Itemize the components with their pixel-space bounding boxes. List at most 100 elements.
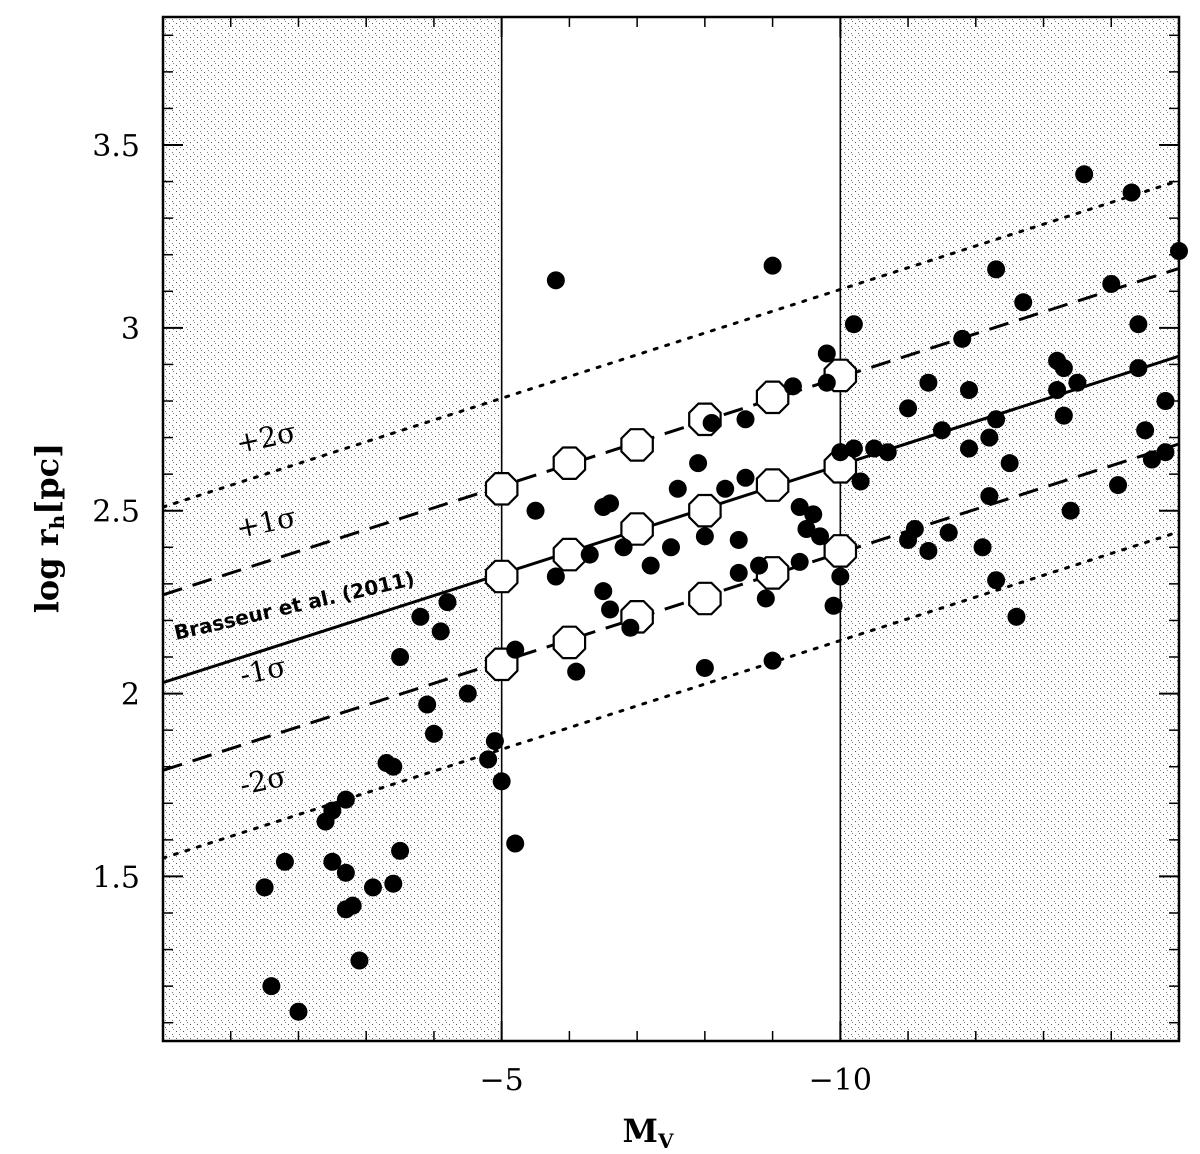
shaded-region-1 bbox=[163, 17, 502, 1041]
data-point-69 bbox=[844, 315, 863, 334]
data-point-7 bbox=[323, 852, 342, 871]
data-point-86 bbox=[987, 410, 1006, 429]
minus-2sigma-line bbox=[163, 530, 1179, 860]
data-point-18 bbox=[391, 648, 410, 666]
data-point-85 bbox=[980, 487, 999, 506]
open-circle-11 bbox=[755, 468, 790, 502]
data-point-13 bbox=[363, 878, 382, 897]
data-point-49 bbox=[729, 530, 748, 549]
data-point-84 bbox=[980, 428, 999, 447]
data-point-45 bbox=[695, 527, 714, 546]
data-point-71 bbox=[865, 439, 884, 458]
data-point-81 bbox=[960, 439, 979, 458]
plus-1sigma-line bbox=[163, 267, 1179, 597]
data-point-67 bbox=[831, 567, 850, 586]
data-point-43 bbox=[668, 479, 687, 498]
data-point-80 bbox=[953, 329, 972, 348]
data-point-20 bbox=[418, 695, 437, 714]
data-point-96 bbox=[1061, 501, 1080, 520]
shaded-regions bbox=[163, 17, 1179, 1041]
data-point-40 bbox=[621, 618, 640, 637]
data-point-39 bbox=[614, 538, 633, 557]
plus-2sigma-line bbox=[163, 179, 1179, 509]
minus-1sigma-line bbox=[163, 442, 1179, 772]
data-point-41 bbox=[641, 556, 660, 575]
open-circle-16 bbox=[688, 581, 722, 616]
data-point-26 bbox=[485, 732, 504, 751]
data-point-97 bbox=[1068, 373, 1087, 392]
data-point-70 bbox=[851, 472, 870, 491]
data-point-106 bbox=[1156, 392, 1175, 410]
data-point-15 bbox=[384, 757, 403, 776]
data-point-48 bbox=[716, 479, 735, 498]
data-point-100 bbox=[1109, 476, 1128, 495]
data-point-8 bbox=[336, 790, 355, 809]
y-axis-title: log rh[pc] bbox=[28, 443, 69, 614]
data-point-42 bbox=[662, 538, 680, 557]
data-point-30 bbox=[526, 501, 545, 520]
data-point-37 bbox=[601, 494, 620, 513]
data-point-103 bbox=[1129, 359, 1148, 378]
data-point-89 bbox=[1000, 454, 1019, 473]
open-circle-7 bbox=[484, 559, 519, 594]
data-point-16 bbox=[384, 874, 403, 893]
data-point-29 bbox=[506, 640, 525, 659]
data-point-56 bbox=[763, 651, 782, 670]
open-circle-5 bbox=[755, 380, 790, 415]
plot-frame bbox=[161, 15, 1181, 1043]
data-point-76 bbox=[919, 373, 938, 392]
data-point-32 bbox=[546, 567, 565, 586]
data-point-21 bbox=[424, 724, 443, 743]
data-point-25 bbox=[479, 750, 498, 769]
data-point-51 bbox=[736, 410, 755, 429]
data-point-83 bbox=[973, 538, 992, 557]
data-point-79 bbox=[939, 523, 958, 542]
data-point-27 bbox=[492, 772, 511, 791]
open-circle-1 bbox=[484, 472, 519, 506]
data-point-66 bbox=[831, 443, 850, 462]
x-tick-label: −5 bbox=[480, 1063, 524, 1098]
data-point-88 bbox=[987, 260, 1006, 279]
y-tick-label: 3.5 bbox=[92, 129, 140, 164]
data-point-22 bbox=[431, 622, 450, 641]
y-tick-label: 3 bbox=[121, 312, 140, 347]
data-point-93 bbox=[1048, 381, 1067, 400]
data-point-50 bbox=[729, 563, 748, 582]
data-point-101 bbox=[1122, 183, 1141, 202]
data-point-54 bbox=[756, 589, 775, 608]
data-point-36 bbox=[594, 582, 613, 601]
open-circle-3 bbox=[620, 428, 654, 462]
data-point-3 bbox=[275, 852, 294, 871]
data-point-23 bbox=[438, 593, 457, 612]
x-axis-title: MV bbox=[623, 1112, 674, 1153]
data-point-52 bbox=[736, 468, 755, 487]
data-point-104 bbox=[1136, 421, 1155, 440]
data-point-9 bbox=[336, 863, 355, 882]
axis-ticks: −5 −10 1.5 2 2.5 3 3.5 bbox=[92, 17, 1179, 1098]
open-circle-14 bbox=[552, 625, 587, 660]
data-point-77 bbox=[919, 541, 938, 560]
data-point-82 bbox=[960, 381, 979, 400]
data-point-17 bbox=[391, 841, 410, 860]
data-point-12 bbox=[350, 951, 369, 970]
data-point-24 bbox=[458, 684, 477, 703]
data-point-65 bbox=[824, 596, 843, 615]
data-point-1 bbox=[255, 878, 274, 897]
data-point-61 bbox=[804, 505, 823, 524]
open-circle-2 bbox=[552, 446, 587, 480]
data-point-75 bbox=[905, 520, 924, 538]
data-point-94 bbox=[1054, 359, 1073, 378]
data-point-102 bbox=[1129, 315, 1148, 334]
data-point-98 bbox=[1075, 165, 1094, 184]
data-point-31 bbox=[546, 271, 565, 290]
data-point-78 bbox=[932, 421, 951, 440]
data-point-59 bbox=[790, 498, 809, 517]
data-point-55 bbox=[763, 256, 782, 275]
data-point-28 bbox=[506, 834, 525, 853]
data-point-58 bbox=[790, 552, 809, 571]
data-point-57 bbox=[783, 377, 802, 396]
filled-point-markers bbox=[255, 165, 1188, 1021]
relation-line bbox=[163, 354, 1179, 685]
data-point-33 bbox=[567, 662, 586, 681]
data-point-91 bbox=[1014, 293, 1033, 312]
